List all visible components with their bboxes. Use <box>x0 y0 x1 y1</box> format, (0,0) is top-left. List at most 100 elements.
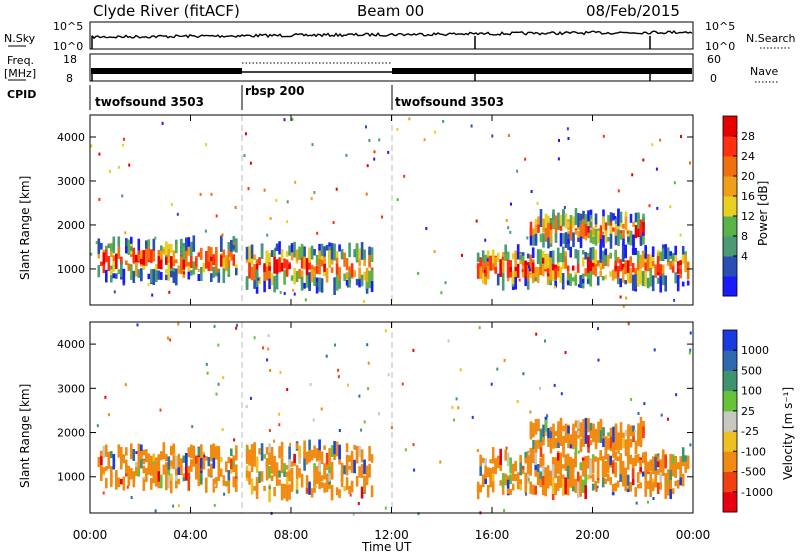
cpid-segment-1: twofsound 3503 <box>95 95 204 109</box>
echo-mark <box>258 276 261 284</box>
echo-mark <box>258 448 261 455</box>
echo-mark <box>622 432 625 438</box>
echo-mark <box>160 250 163 258</box>
x-tick-label: 16:00 <box>475 528 510 542</box>
echo-mark <box>516 244 520 260</box>
echo-mark <box>574 229 578 235</box>
echo-mark <box>601 252 605 262</box>
echo-mark <box>100 242 103 250</box>
echo-mark <box>552 219 555 230</box>
echo-mark <box>110 466 113 484</box>
echo-mark <box>200 247 203 260</box>
echo-mark <box>365 192 368 196</box>
echo-mark <box>169 338 172 342</box>
echo-mark <box>222 268 226 273</box>
echo-mark <box>157 270 161 280</box>
echo-mark <box>509 267 512 272</box>
colorbar-tick-label: 4 <box>741 250 748 263</box>
echo-mark <box>689 331 692 335</box>
echo-mark <box>268 484 271 503</box>
echo-mark <box>107 243 111 249</box>
colorbar-swatch <box>723 216 737 237</box>
echo-mark <box>529 461 532 469</box>
echo-mark <box>298 246 301 260</box>
echo-mark <box>157 454 161 472</box>
echo-mark <box>202 463 206 469</box>
echo-mark <box>602 438 605 448</box>
echo-mark <box>637 429 640 447</box>
echo-mark <box>255 481 259 499</box>
echo-mark <box>586 474 590 480</box>
echo-mark <box>255 259 259 278</box>
echo-mark <box>556 475 560 491</box>
echo-mark <box>642 421 645 429</box>
echo-mark <box>348 465 351 470</box>
echo-mark <box>280 483 284 501</box>
echo-mark <box>132 270 136 283</box>
echo-mark <box>347 383 349 387</box>
echo-mark <box>335 273 339 291</box>
power-colorbar-label: Power [dB] <box>756 181 770 246</box>
echo-mark <box>626 485 629 489</box>
echo-mark <box>152 453 156 464</box>
echo-mark <box>661 465 665 476</box>
colorbar-tick-label: 1000 <box>741 344 769 357</box>
echo-mark <box>293 292 296 296</box>
echo-mark <box>137 461 141 477</box>
echo-mark <box>318 243 321 251</box>
echo-mark <box>285 465 289 470</box>
echo-mark <box>370 454 374 463</box>
echo-mark <box>648 204 651 208</box>
echo-mark <box>205 362 208 366</box>
echo-mark <box>230 468 233 474</box>
echo-mark <box>102 491 105 495</box>
echo-mark <box>200 457 203 473</box>
echo-mark <box>182 254 186 270</box>
echo-mark <box>599 450 602 461</box>
echo-mark <box>507 226 510 230</box>
echo-mark <box>328 448 331 466</box>
echo-mark <box>373 157 376 161</box>
echo-mark <box>381 215 383 219</box>
echo-mark <box>626 270 630 284</box>
echo-mark <box>325 268 329 278</box>
echo-mark <box>150 269 153 284</box>
echo-mark <box>549 223 553 235</box>
echo-mark <box>333 243 336 261</box>
echo-mark <box>664 275 667 292</box>
echo-mark <box>137 254 141 261</box>
echo-mark <box>631 173 634 177</box>
echo-mark <box>165 479 168 491</box>
echo-mark <box>624 429 628 437</box>
echo-mark <box>496 367 499 371</box>
echo-mark <box>537 216 540 229</box>
echo-mark <box>355 476 359 487</box>
echo-mark <box>207 468 211 477</box>
echo-mark <box>258 257 261 265</box>
echo-mark <box>562 425 565 432</box>
echo-mark <box>155 264 158 275</box>
echo-mark <box>587 435 590 448</box>
echo-mark <box>629 454 632 465</box>
echo-mark <box>629 256 632 267</box>
echo-mark <box>516 400 519 403</box>
echo-mark <box>98 152 101 156</box>
echo-mark <box>108 170 111 173</box>
echo-mark <box>268 253 271 262</box>
echo-mark <box>257 277 260 281</box>
echo-mark <box>300 473 304 482</box>
echo-mark <box>335 187 338 191</box>
echo-mark <box>459 368 462 372</box>
nsky-trace <box>91 29 693 40</box>
echo-mark <box>564 232 568 248</box>
echo-mark <box>330 461 334 480</box>
echo-mark <box>100 471 103 481</box>
echo-mark <box>689 443 692 447</box>
echo-mark <box>112 261 116 272</box>
echo-mark <box>157 249 161 261</box>
echo-mark <box>263 264 266 282</box>
echo-mark <box>604 478 607 484</box>
echo-mark <box>215 255 218 273</box>
echo-mark <box>636 250 640 268</box>
